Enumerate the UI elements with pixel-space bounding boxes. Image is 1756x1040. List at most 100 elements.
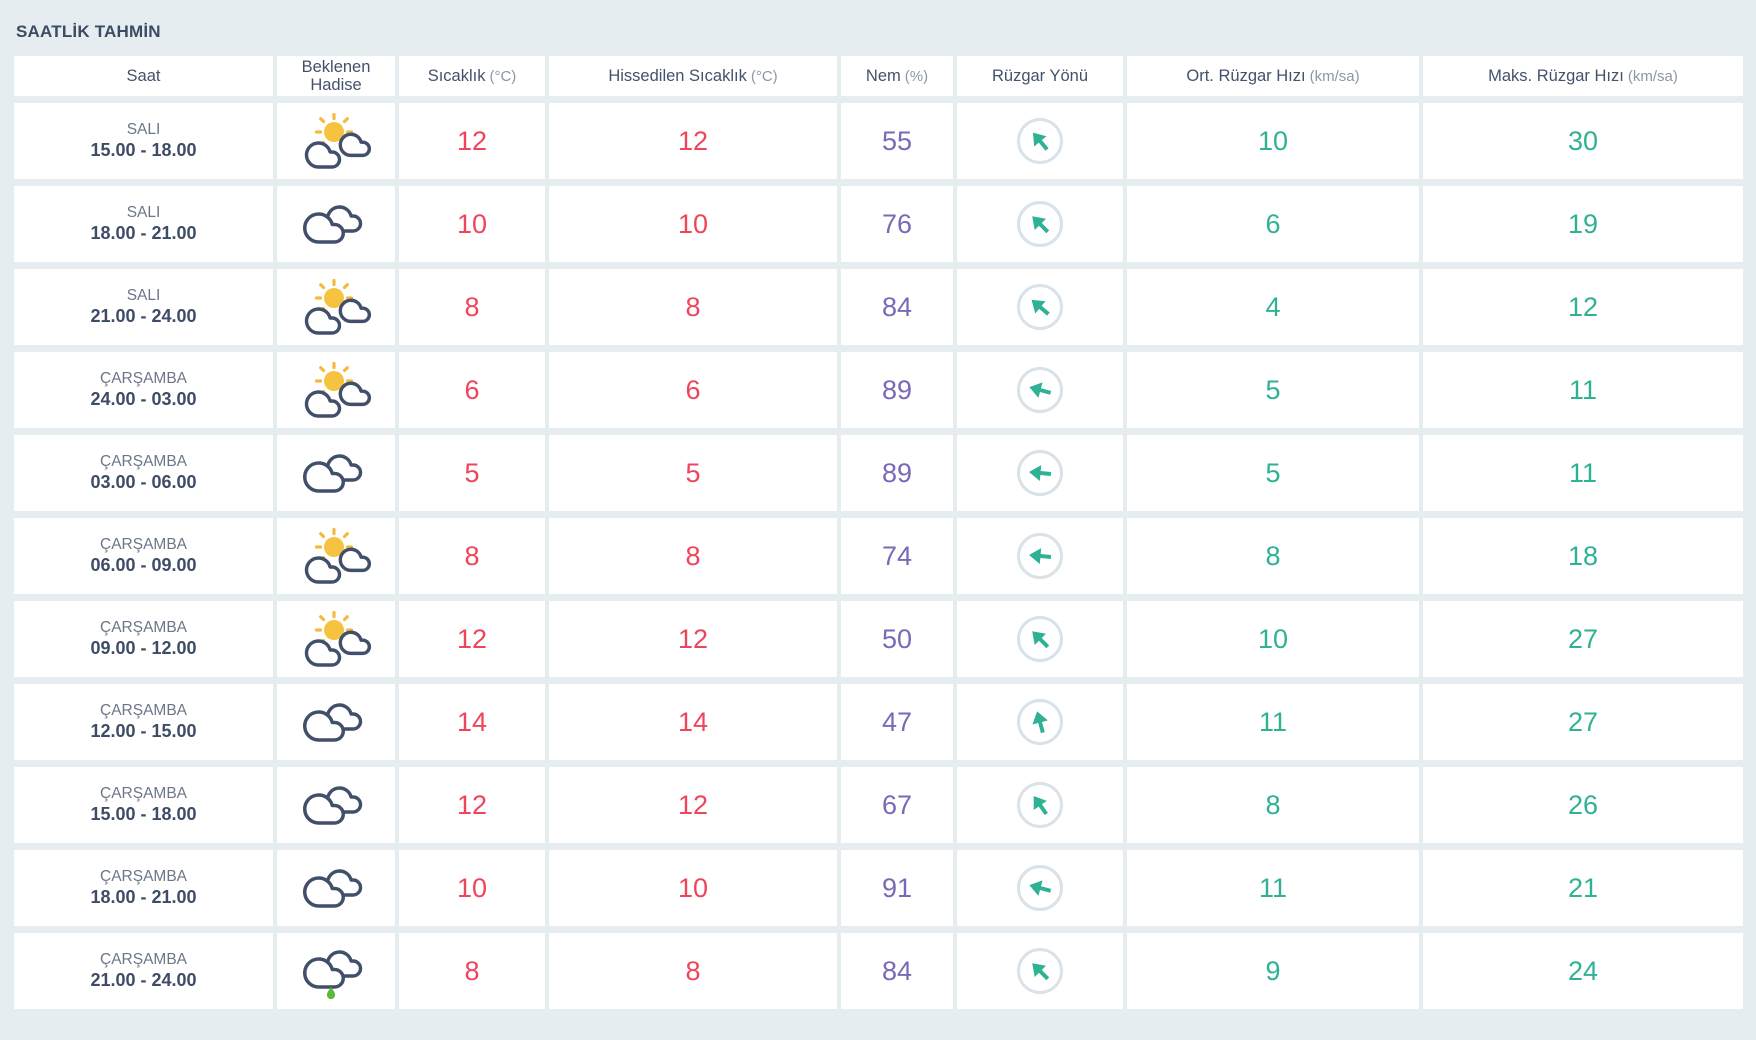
- column-header-max-wind-speed: Maks. Rüzgar Hızı (km/sa): [1423, 56, 1743, 96]
- feels-like-value: 5: [685, 457, 701, 488]
- cell-avg-wind-speed: 8: [1127, 518, 1419, 594]
- time-range: 15.00 - 18.00: [90, 803, 197, 824]
- column-header-feels-like: Hissedilen Sıcaklık (°C): [549, 56, 837, 96]
- cell-expected-event: [277, 269, 395, 345]
- humidity-value: 89: [881, 374, 913, 405]
- humidity-value: 84: [881, 291, 913, 322]
- cell-feels-like: 10: [549, 850, 837, 926]
- wind-direction-dial: [1017, 118, 1063, 164]
- column-header-unit: (%): [904, 67, 929, 85]
- day-name: ÇARŞAMBA: [100, 950, 187, 968]
- cell-feels-like: 5: [549, 435, 837, 511]
- cell-time-slot: ÇARŞAMBA 21.00 - 24.00: [14, 933, 273, 1009]
- wind-direction-arrow: [1032, 631, 1050, 649]
- cell-max-wind-speed: 24: [1423, 933, 1743, 1009]
- cell-time-slot: ÇARŞAMBA 12.00 - 15.00: [14, 684, 273, 760]
- wind-direction-dial: [1017, 201, 1063, 247]
- day-name: ÇARŞAMBA: [100, 867, 187, 885]
- humidity-value: 84: [881, 955, 913, 986]
- cell-max-wind-speed: 26: [1423, 767, 1743, 843]
- temperature-value: 10: [456, 208, 488, 239]
- cell-time-slot: ÇARŞAMBA 03.00 - 06.00: [14, 435, 273, 511]
- temperature-value: 5: [464, 457, 480, 488]
- cell-expected-event: [277, 352, 395, 428]
- cell-feels-like: 12: [549, 767, 837, 843]
- time-range: 15.00 - 18.00: [90, 139, 197, 160]
- day-name: ÇARŞAMBA: [100, 369, 187, 387]
- max-wind-speed-value: 18: [1567, 540, 1599, 571]
- temperature-value: 14: [456, 706, 488, 737]
- humidity-value: 47: [881, 706, 913, 737]
- max-wind-speed-value: 12: [1567, 291, 1599, 322]
- day-name: ÇARŞAMBA: [100, 452, 187, 470]
- cell-wind-direction: [957, 435, 1123, 511]
- cell-expected-event: [277, 601, 395, 677]
- column-header-label: Saat: [126, 66, 161, 85]
- cell-wind-direction: [957, 601, 1123, 677]
- cell-temperature: 14: [399, 684, 545, 760]
- max-wind-speed-value: 11: [1568, 374, 1598, 405]
- max-wind-speed-value: 19: [1567, 208, 1599, 239]
- cell-avg-wind-speed: 5: [1127, 435, 1419, 511]
- cell-wind-direction: [957, 269, 1123, 345]
- cell-humidity: 84: [841, 933, 953, 1009]
- wind-direction-dial: [1017, 367, 1063, 413]
- cell-max-wind-speed: 21: [1423, 850, 1743, 926]
- clouds-icon: [303, 205, 363, 244]
- temperature-value: 10: [456, 872, 488, 903]
- humidity-value: 76: [881, 208, 913, 239]
- column-header-label: Sıcaklık: [427, 66, 486, 85]
- cell-temperature: 12: [399, 767, 545, 843]
- cell-expected-event: [277, 684, 395, 760]
- feels-like-value: 12: [677, 125, 709, 156]
- avg-wind-speed-value: 8: [1265, 540, 1281, 571]
- cell-time-slot: ÇARŞAMBA 24.00 - 03.00: [14, 352, 273, 428]
- avg-wind-speed-value: 4: [1265, 291, 1281, 322]
- max-wind-speed-value: 30: [1567, 125, 1599, 156]
- avg-wind-speed-value: 6: [1265, 208, 1281, 239]
- cell-expected-event: [277, 767, 395, 843]
- cell-expected-event: [277, 435, 395, 511]
- feels-like-value: 8: [685, 291, 701, 322]
- cell-temperature: 8: [399, 933, 545, 1009]
- day-name: ÇARŞAMBA: [100, 784, 187, 802]
- rain-cloud-icon: [303, 950, 363, 999]
- cell-humidity: 84: [841, 269, 953, 345]
- cell-max-wind-speed: 11: [1423, 352, 1743, 428]
- cell-temperature: 12: [399, 601, 545, 677]
- cell-feels-like: 6: [549, 352, 837, 428]
- sun-behind-clouds-icon: [304, 279, 372, 335]
- temperature-value: 12: [456, 789, 488, 820]
- sun-behind-clouds-icon: [304, 113, 372, 169]
- cell-feels-like: 12: [549, 103, 837, 179]
- time-range: 21.00 - 24.00: [90, 969, 197, 990]
- cell-max-wind-speed: 19: [1423, 186, 1743, 262]
- column-header-label: Hadise: [310, 76, 362, 94]
- wind-direction-dial: [1017, 699, 1063, 745]
- cell-temperature: 10: [399, 850, 545, 926]
- cell-avg-wind-speed: 4: [1127, 269, 1419, 345]
- column-header-humidity: Nem (%): [841, 56, 953, 96]
- cell-temperature: 8: [399, 269, 545, 345]
- cell-humidity: 91: [841, 850, 953, 926]
- temperature-value: 8: [464, 540, 480, 571]
- cell-temperature: 5: [399, 435, 545, 511]
- cell-expected-event: [277, 186, 395, 262]
- cell-wind-direction: [957, 684, 1123, 760]
- wind-direction-dial: [1017, 450, 1063, 496]
- temperature-value: 8: [464, 955, 480, 986]
- cell-temperature: 12: [399, 103, 545, 179]
- time-range: 21.00 - 24.00: [90, 305, 197, 326]
- cell-max-wind-speed: 27: [1423, 684, 1743, 760]
- max-wind-speed-value: 27: [1567, 706, 1599, 737]
- column-header-temperature: Sıcaklık (°C): [399, 56, 545, 96]
- clouds-icon: [303, 703, 363, 742]
- time-range: 18.00 - 21.00: [90, 886, 197, 907]
- avg-wind-speed-value: 5: [1265, 457, 1281, 488]
- humidity-value: 67: [881, 789, 913, 820]
- day-name: ÇARŞAMBA: [100, 701, 187, 719]
- cell-avg-wind-speed: 8: [1127, 767, 1419, 843]
- cell-humidity: 76: [841, 186, 953, 262]
- cell-max-wind-speed: 18: [1423, 518, 1743, 594]
- wind-direction-dial: [1017, 865, 1063, 911]
